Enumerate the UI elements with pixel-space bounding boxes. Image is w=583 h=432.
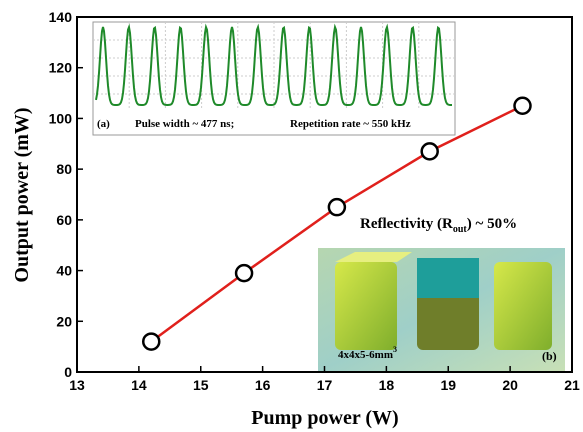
inset-b: 4x4x5-6mm3 (b): [318, 248, 565, 372]
x-tick-label: 20: [502, 377, 518, 393]
x-tick-label: 16: [255, 377, 271, 393]
y-tick-label: 100: [49, 110, 73, 126]
inset-label: (a): [97, 118, 110, 130]
x-tick-label: 21: [564, 377, 580, 393]
y-tick-label: 40: [56, 263, 72, 279]
y-tick-label: 120: [49, 60, 73, 76]
rep-rate: Repetition rate ~ 550 kHz: [290, 118, 411, 130]
data-point: [236, 265, 252, 281]
page: 4x4x5-6mm3 (b) (a) Pulse width ~ 477 ns;…: [0, 0, 583, 432]
chart: 4x4x5-6mm3 (b) (a) Pulse width ~ 477 ns;…: [0, 0, 583, 432]
inset-a: (a) Pulse width ~ 477 ns; Repetition rat…: [93, 22, 455, 135]
x-axis-label: Pump power (W): [251, 407, 398, 429]
y-tick-label: 0: [64, 364, 72, 380]
inset-label: (b): [542, 349, 557, 363]
y-axis-label: Output power (mW): [11, 107, 33, 282]
x-tick-label: 15: [193, 377, 209, 393]
data-point: [329, 199, 345, 215]
x-tick-label: 14: [131, 377, 147, 393]
pulse-width: Pulse width ~ 477 ns;: [135, 118, 234, 130]
y-tick-label: 60: [56, 212, 72, 228]
x-tick-label: 18: [379, 377, 395, 393]
x-tick-label: 19: [440, 377, 456, 393]
annotation: Reflectivity (Rout) ~ 50%: [360, 216, 517, 235]
y-tick-label: 140: [49, 9, 73, 25]
data-point: [143, 334, 159, 350]
y-tick-label: 20: [56, 313, 72, 329]
data-point: [515, 98, 531, 114]
x-tick-label: 17: [317, 377, 333, 393]
y-tick-label: 80: [56, 161, 72, 177]
data-point: [422, 143, 438, 159]
